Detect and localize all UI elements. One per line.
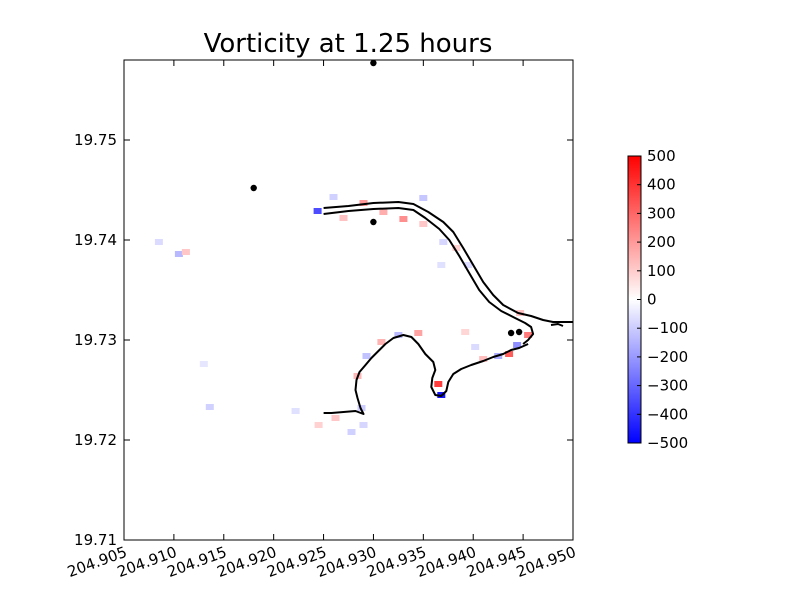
vorticity-cell-26 bbox=[314, 422, 323, 428]
vorticity-cell-27 bbox=[347, 429, 356, 435]
vorticity-cell-13 bbox=[513, 342, 522, 348]
vorticity-cell-2 bbox=[379, 209, 388, 215]
vorticity-cell-16 bbox=[479, 356, 488, 362]
plot-area bbox=[124, 60, 573, 540]
y-tick-label: 19.71 bbox=[74, 531, 117, 549]
gauge-point-1 bbox=[250, 184, 257, 192]
vorticity-cell-37 bbox=[471, 344, 480, 350]
vorticity-cell-25 bbox=[331, 415, 340, 421]
vorticity-cell-3 bbox=[399, 216, 408, 222]
vorticity-cell-4 bbox=[419, 221, 428, 227]
colorbar-tick-label: −200 bbox=[647, 348, 688, 366]
gauge-point-2 bbox=[370, 218, 377, 226]
colorbar-tick-label: 0 bbox=[647, 291, 657, 309]
vorticity-cell-0 bbox=[313, 208, 322, 214]
coastline-contours bbox=[323, 201, 573, 415]
vorticity-cell-34 bbox=[199, 361, 208, 367]
vorticity-cell-30 bbox=[205, 404, 214, 410]
vorticity-cell-1 bbox=[339, 215, 348, 221]
vorticity-cell-22 bbox=[362, 353, 371, 359]
vorticity-cell-6 bbox=[329, 194, 338, 200]
vorticity-cell-19 bbox=[414, 330, 423, 336]
gauge-point-4 bbox=[515, 328, 523, 336]
vorticity-cell-29 bbox=[291, 408, 300, 414]
vorticity-cell-28 bbox=[359, 422, 368, 428]
vorticity-cell-7 bbox=[419, 195, 428, 201]
y-tick-label: 19.74 bbox=[74, 231, 117, 249]
plot-frame bbox=[123, 59, 574, 541]
y-tick-label: 19.75 bbox=[74, 131, 117, 149]
colorbar-tick-label: 500 bbox=[647, 147, 676, 165]
y-tick-label: 19.73 bbox=[74, 331, 117, 349]
y-axis: 19.71 19.72 19.73 19.74 19.75 bbox=[74, 131, 573, 549]
chart-title: Vorticity at 1.25 hours bbox=[204, 29, 493, 59]
colorbar-tick-label: −300 bbox=[647, 377, 688, 395]
vorticity-cell-17 bbox=[434, 381, 443, 387]
vorticity-cell-14 bbox=[505, 351, 514, 357]
vorticity-cell-10 bbox=[464, 262, 473, 268]
colorbar-tick-label: 300 bbox=[647, 204, 676, 222]
colorbar-tick-label: 100 bbox=[647, 262, 676, 280]
gauge-point-3 bbox=[507, 329, 515, 337]
vorticity-cell-35 bbox=[437, 262, 446, 268]
coastline-segment-3 bbox=[550, 323, 564, 327]
colorbar-tick-label: −500 bbox=[647, 434, 688, 452]
colorbar-tick-label: 400 bbox=[647, 176, 676, 194]
colorbar-tick-label: −100 bbox=[647, 319, 688, 337]
colorbar-tick-label: 200 bbox=[647, 233, 676, 251]
vorticity-cell-9 bbox=[452, 245, 461, 251]
colorbar: 500 400 300 200 100 0 −100 −200 −300 −400 −500 bbox=[627, 147, 688, 452]
y-tick-label: 19.72 bbox=[74, 431, 117, 449]
colorbar-tick-label: −400 bbox=[647, 405, 688, 423]
coastline-segment-0 bbox=[323, 201, 573, 323]
vorticity-cell-20 bbox=[394, 332, 403, 338]
vorticity-cell-21 bbox=[377, 339, 386, 345]
colorbar-ticks: 500 400 300 200 100 0 −100 −200 −300 −400 −500 bbox=[637, 147, 688, 452]
coastline-segment-1 bbox=[323, 207, 535, 345]
vorticity-cell-36 bbox=[461, 329, 470, 335]
coastline-segment-2 bbox=[323, 334, 529, 415]
gauge-points bbox=[250, 59, 523, 337]
vorticity-cell-33 bbox=[154, 239, 163, 245]
vorticity-cell-12 bbox=[524, 332, 533, 338]
vorticity-cell-8 bbox=[439, 239, 448, 245]
vorticity-cell-32 bbox=[181, 249, 190, 255]
vorticity-cell-5 bbox=[359, 200, 368, 206]
vorticity-cell-31 bbox=[174, 251, 183, 257]
